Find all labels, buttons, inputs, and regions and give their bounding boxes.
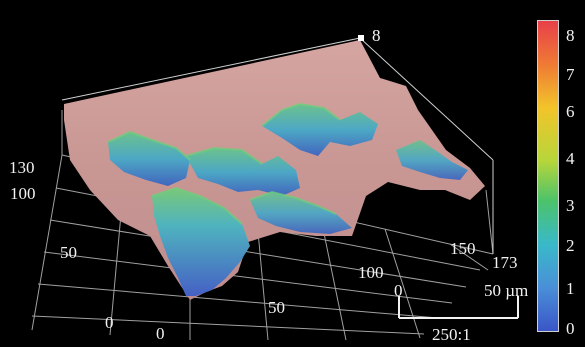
x-tick-100: 100: [358, 263, 384, 282]
colorbar-tick-7: 7: [566, 65, 575, 84]
x-tick-0: 0: [156, 324, 165, 343]
box-edges: [61, 37, 494, 254]
colorbar-tick-3: 3: [566, 196, 575, 215]
colorbar-tick-2: 2: [566, 236, 575, 255]
y-tick-0: 0: [105, 313, 114, 332]
y-tick-130: 130: [9, 158, 35, 177]
max-marker-label: 8: [372, 26, 381, 45]
y-tick-50: 50: [60, 243, 77, 262]
pit-center: [186, 148, 300, 196]
colorbar-tick-0: 0: [566, 319, 575, 338]
scale-bar-line: [398, 296, 519, 319]
max-marker-dot: [358, 35, 364, 41]
x-tick-173: 173: [492, 253, 518, 272]
pit-upper: [262, 104, 378, 156]
surface-rims: [107, 102, 341, 225]
y-tick-100: 100: [10, 184, 36, 203]
pit-right: [396, 140, 468, 180]
scale-bar-start-label: 0: [394, 281, 403, 300]
colorbar-tick-4: 4: [566, 149, 575, 168]
x-tick-150: 150: [450, 239, 476, 258]
pit-left: [108, 132, 190, 186]
x-tick-50: 50: [268, 298, 285, 317]
colorbar: [537, 20, 559, 332]
colorbar-tick-8: 8: [566, 26, 575, 45]
magnification-label: 250:1: [432, 325, 471, 344]
colorbar-tick-1: 1: [566, 279, 575, 298]
scale-bar-end-label: 50 µm: [484, 281, 529, 300]
pit-front-deep: [152, 188, 250, 296]
colorbar-tick-6: 6: [566, 102, 575, 121]
pit-front-mid: [250, 192, 352, 234]
